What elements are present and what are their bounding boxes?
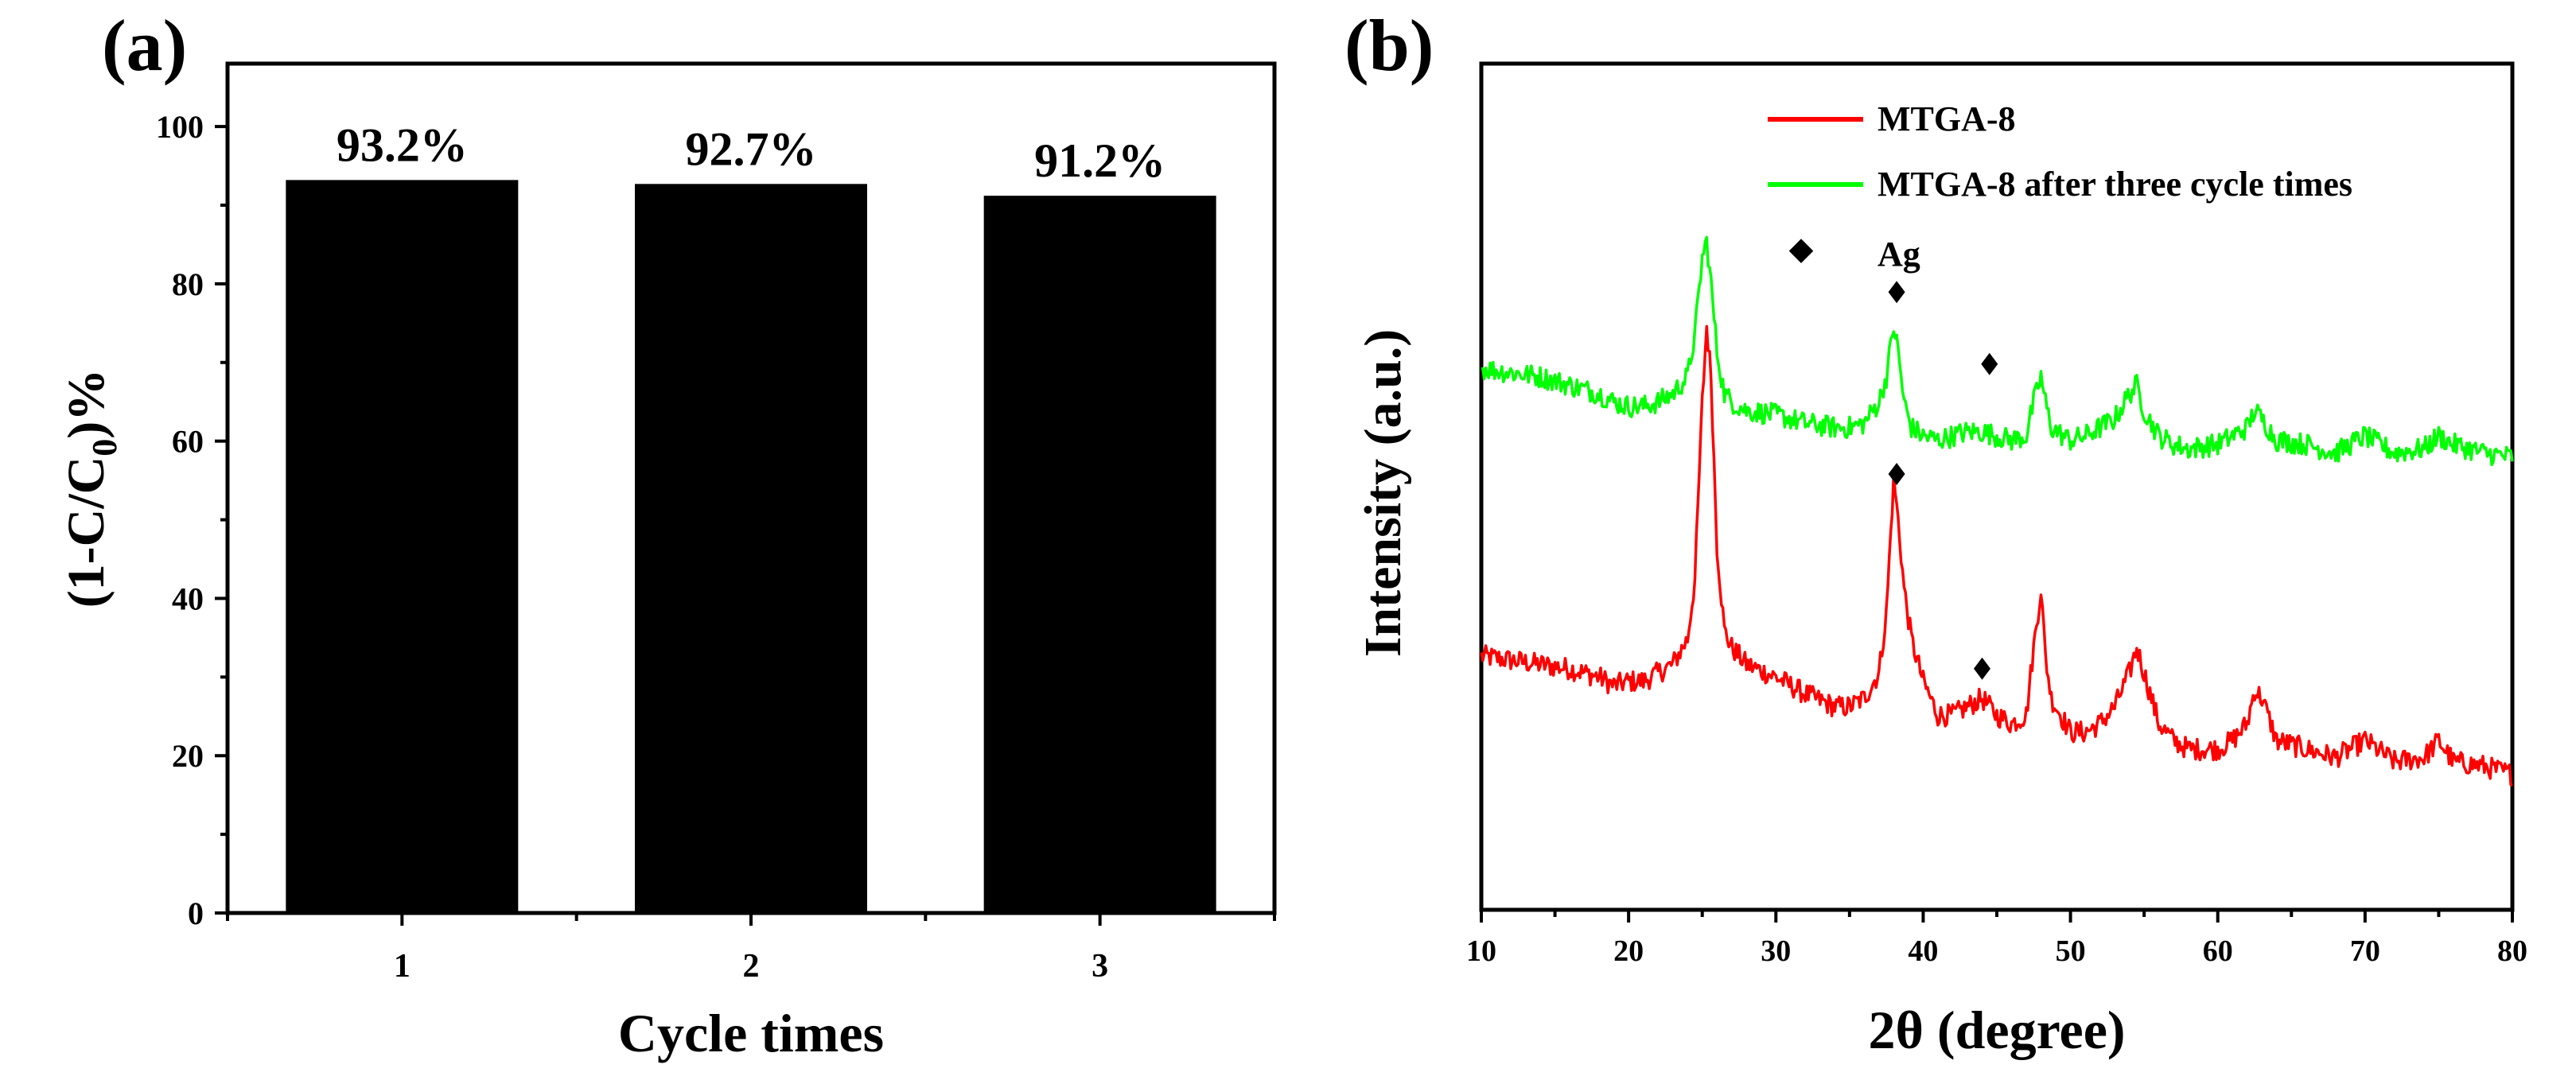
bar-y-tick-label: 100 [156, 109, 204, 145]
bar-axis-ticks [215, 125, 1276, 926]
bar-data-label: 91.2% [1034, 134, 1165, 187]
legend-label-mtga8: MTGA-8 [1878, 99, 2016, 138]
xrd-series-line [1481, 235, 2514, 467]
bar-data-labels: 93.2% 92.7% 91.2% [337, 118, 1165, 187]
bar [635, 184, 867, 914]
bar-y-tick-label: 0 [188, 895, 204, 931]
xrd-x-tick-label: 60 [2203, 934, 2233, 968]
xrd-legend: MTGA-8 MTGA-8 after three cycle times ◆ … [1768, 99, 2352, 274]
bar-y-tick-label: 40 [172, 581, 204, 616]
bar-y-axis-title-subscript: 0 [85, 439, 124, 456]
bar-chart-panel: (a) 0 20 40 60 80 100 1 2 3 93.2% 92.7% … [57, 5, 1277, 1063]
bar-x-tick-labels: 1 2 3 [394, 948, 1108, 985]
legend-label-mtga8-cycled: MTGA-8 after three cycle times [1878, 165, 2352, 204]
ag-diamond-marker [1888, 281, 1905, 304]
xrd-x-tick-labels: 10 20 30 40 50 60 70 80 [1466, 934, 2527, 968]
legend-ag-diamond-icon: ◆ [1789, 231, 1814, 266]
xrd-x-tick-label: 50 [2056, 934, 2086, 968]
ag-diamond-marker [1981, 352, 1998, 375]
xrd-series-line [1480, 324, 2513, 787]
bar-y-tick-label: 60 [172, 424, 204, 460]
xrd-axis-ticks [1480, 910, 2514, 923]
xrd-x-tick-label: 20 [1613, 934, 1644, 968]
bar-x-axis-title: Cycle times [618, 1003, 884, 1063]
xrd-x-tick-label: 30 [1761, 934, 1791, 968]
bar [983, 196, 1216, 914]
bar-x-tick-label: 2 [743, 948, 760, 985]
xrd-x-tick-label: 10 [1466, 934, 1496, 968]
bar-y-tick-label: 20 [172, 738, 204, 774]
xrd-chart-panel: (b) 10 20 30 40 50 60 70 80 MTGA-8 MTGA-… [1344, 5, 2527, 1060]
bar-group [286, 180, 1216, 914]
ag-diamond-marker [1973, 657, 1990, 680]
bar-x-tick-label: 1 [394, 948, 411, 985]
panel-b-label: (b) [1344, 5, 1434, 86]
bar-y-axis-title: (1-C/C0)% [57, 369, 124, 608]
xrd-x-tick-label: 70 [2350, 934, 2380, 968]
bar [286, 180, 519, 913]
legend-label-ag: Ag [1878, 235, 1920, 274]
ag-diamond-marker [1888, 463, 1905, 486]
xrd-x-tick-label: 40 [1908, 934, 1938, 968]
bar-y-tick-labels: 0 20 40 60 80 100 [156, 109, 204, 931]
bar-data-label: 93.2% [337, 118, 468, 171]
xrd-x-tick-label: 80 [2497, 934, 2527, 968]
panel-a-label: (a) [102, 5, 187, 86]
bar-y-axis-title-main: (1-C/C [57, 456, 115, 608]
ag-marker-group [1888, 281, 1998, 680]
xrd-y-axis-title: Intensity (a.u.) [1354, 329, 1412, 658]
bar-data-label: 92.7% [686, 122, 817, 175]
xrd-series-group [1480, 235, 2514, 787]
xrd-x-axis-title: 2θ (degree) [1868, 1000, 2125, 1060]
bar-x-tick-label: 3 [1091, 948, 1108, 985]
bar-y-axis-title-end: )% [57, 369, 115, 439]
bar-y-tick-label: 80 [172, 266, 204, 302]
